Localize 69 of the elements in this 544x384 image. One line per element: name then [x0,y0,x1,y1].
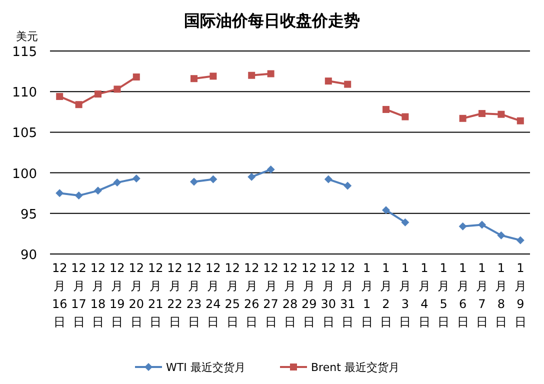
x-tick-label: 12月24日 [206,261,221,329]
point [74,192,83,200]
x-tick-label: 1月2日 [380,261,392,329]
point [114,86,121,93]
x-tick-label: 12月27日 [263,261,278,329]
x-tick-label: 12月26日 [244,261,260,329]
y-tick-label: 115 [12,45,37,60]
point [382,206,390,214]
point [190,178,198,186]
x-tick-label: 12月25日 [224,261,240,329]
point [516,236,524,244]
point [498,110,505,118]
point [267,70,274,78]
y-tick-label: 100 [12,166,37,182]
point [56,189,64,198]
point [248,172,256,181]
x-tick-label: 12月17日 [71,261,86,329]
point [516,117,524,124]
x-tick-label: 12月28日 [282,261,298,329]
point [324,175,332,184]
point [458,222,467,230]
y-tick-label: 90 [20,248,37,263]
chart-title: 国际油价每日收盘价走势 [184,11,360,30]
x-tick-label: 1月6日 [456,261,469,329]
point [132,73,140,80]
point [113,178,122,187]
x-tick-label: 12月18日 [90,261,106,329]
legend-label: WTI 最近交货月 [166,361,246,374]
x-tick-label: 1月1日 [360,261,373,329]
x-tick-label: 1月8日 [495,261,508,329]
y-tick-label: 105 [12,126,37,142]
x-tick-label: 1月3日 [399,261,412,329]
legend-label: Brent 最近交货月 [311,361,400,374]
point [382,106,390,113]
point [190,75,198,82]
x-tick-label: 1月9日 [514,261,526,329]
point [266,166,275,174]
x-tick-label: 12月19日 [110,261,125,329]
point [210,72,217,80]
point [478,110,486,118]
point [56,92,64,100]
x-tick-label: 12月29日 [302,261,317,329]
x-tick-label: 12月30日 [320,261,336,329]
point [94,90,102,98]
point [344,182,352,190]
point [132,174,140,182]
x-tick-label: 12月23日 [186,261,202,329]
y-tick-label: 110 [12,86,37,101]
x-tick-label: 12月20日 [128,261,144,329]
point [459,114,466,122]
point [75,101,82,108]
x-tick-label: 12月31日 [340,261,356,329]
point [209,175,218,184]
x-tick-label: 12月22日 [167,261,182,329]
x-tick-label: 12月21日 [148,261,164,329]
point [94,186,102,195]
y-tick-label: 95 [20,207,37,222]
point [497,231,506,240]
point [402,113,409,120]
point [248,72,256,79]
x-tick-label: 1月5日 [438,261,450,329]
x-tick-label: 12月16日 [52,261,68,329]
point [478,220,486,229]
x-tick-label: 1月7日 [476,261,488,329]
y-axis-title: 美元 [16,30,38,43]
point [324,78,332,85]
point [344,80,352,88]
point [401,218,410,226]
x-tick-label: 1月4日 [418,261,430,329]
